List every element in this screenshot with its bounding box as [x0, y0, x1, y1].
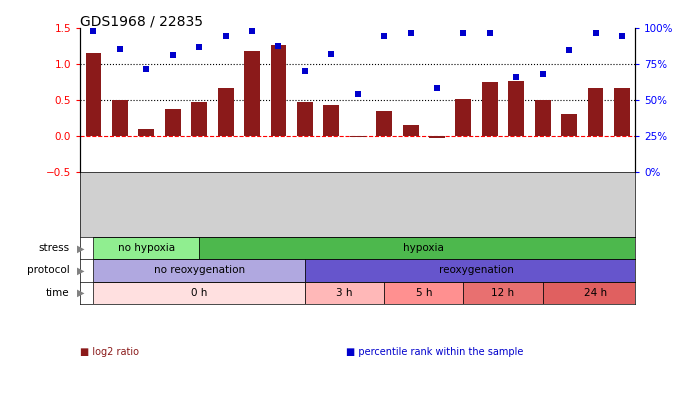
Bar	[384, 281, 463, 304]
Text: no hypoxia: no hypoxia	[118, 243, 175, 253]
Bar	[482, 82, 498, 136]
Bar	[376, 111, 392, 136]
Bar	[323, 105, 339, 136]
Point	[326, 51, 337, 58]
Point	[273, 43, 284, 49]
Point	[590, 30, 601, 36]
Point	[405, 30, 416, 36]
Bar	[86, 53, 101, 136]
Text: stress: stress	[38, 243, 70, 253]
Text: ▶: ▶	[77, 288, 84, 298]
Bar	[191, 102, 207, 136]
Point	[299, 68, 311, 75]
Bar	[165, 109, 181, 136]
Bar	[138, 129, 154, 136]
Point	[458, 30, 469, 36]
Point	[484, 30, 496, 36]
Text: hypoxia: hypoxia	[403, 243, 444, 253]
Bar	[463, 281, 543, 304]
Bar	[94, 281, 305, 304]
Text: reoxygenation: reoxygenation	[439, 265, 514, 275]
Point	[168, 52, 179, 58]
Bar	[305, 281, 384, 304]
Point	[220, 32, 231, 39]
Bar	[543, 281, 648, 304]
Bar	[112, 100, 128, 136]
Point	[511, 74, 522, 81]
Text: 0 h: 0 h	[191, 288, 207, 298]
Point	[193, 44, 205, 50]
Bar	[429, 136, 445, 138]
Bar	[94, 259, 305, 281]
Text: ▶: ▶	[77, 243, 84, 253]
Point	[537, 70, 549, 77]
Bar	[271, 45, 286, 136]
Point	[378, 33, 389, 39]
Text: 3 h: 3 h	[336, 288, 352, 298]
Point	[114, 46, 126, 52]
Text: 24 h: 24 h	[584, 288, 607, 298]
Text: protocol: protocol	[27, 265, 70, 275]
Point	[431, 85, 443, 91]
Bar	[588, 88, 604, 136]
Text: 12 h: 12 h	[491, 288, 514, 298]
Text: ▶: ▶	[77, 265, 84, 275]
Text: 5 h: 5 h	[415, 288, 432, 298]
Point	[563, 47, 574, 53]
Bar	[305, 259, 648, 281]
Bar	[218, 88, 234, 136]
Bar	[403, 125, 419, 136]
Text: time: time	[46, 288, 70, 298]
Point	[352, 91, 364, 98]
Text: ■ log2 ratio: ■ log2 ratio	[80, 347, 140, 357]
Text: ■ percentile rank within the sample: ■ percentile rank within the sample	[346, 347, 523, 357]
Point	[246, 27, 258, 34]
Bar	[614, 88, 630, 136]
Bar	[561, 115, 577, 136]
Point	[616, 33, 628, 39]
Bar	[94, 237, 199, 259]
Bar	[297, 102, 313, 136]
Bar	[508, 81, 524, 136]
Point	[88, 28, 99, 34]
Bar	[456, 99, 471, 136]
Text: GDS1968 / 22835: GDS1968 / 22835	[80, 14, 203, 28]
Point	[141, 66, 152, 72]
Text: no reoxygenation: no reoxygenation	[154, 265, 245, 275]
Bar	[350, 136, 366, 137]
Bar	[535, 100, 551, 136]
Bar	[199, 237, 648, 259]
Bar	[244, 51, 260, 136]
